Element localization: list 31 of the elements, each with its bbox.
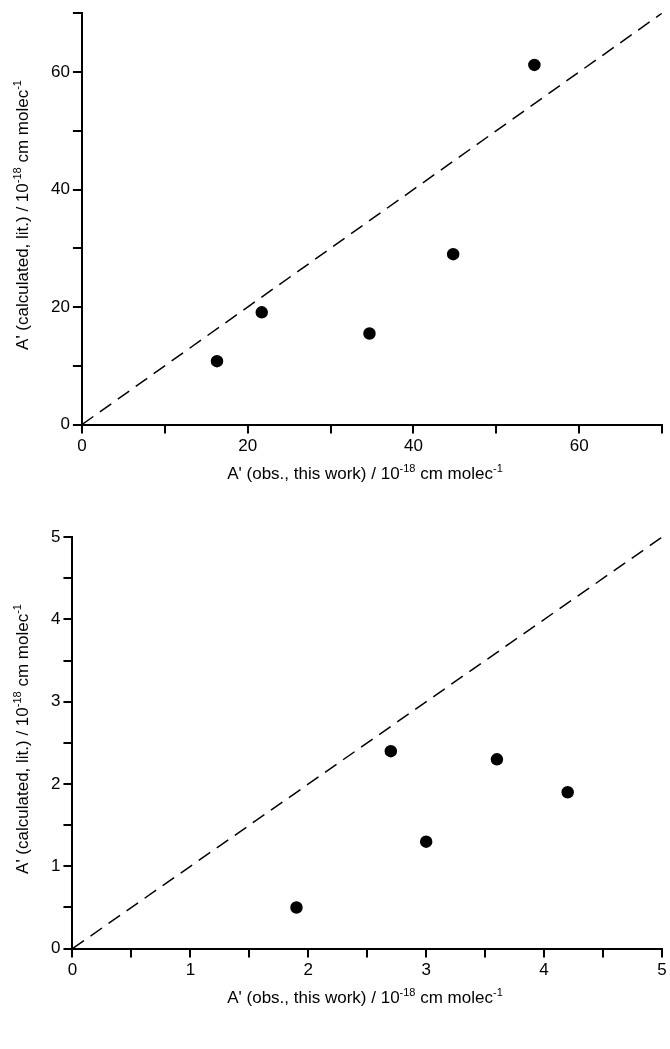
x-tick-label: 40 — [403, 436, 423, 456]
x-axis-title: A' (obs., this work) / 10$^{-18}$ cm molec$^{-1}$ — [226, 986, 504, 1008]
point — [528, 58, 541, 72]
point — [290, 901, 303, 914]
y-tick-label: 0 — [60, 414, 70, 434]
y-tick-label: 1 — [50, 856, 61, 876]
point — [490, 753, 504, 766]
x-tick-label: 0 — [77, 436, 87, 456]
x-tick-label: 3 — [421, 960, 431, 980]
x-axis-title: A' (obs., this work) / 10$^{-18}$ cm molec$^{-1}$ — [226, 462, 504, 484]
point — [255, 306, 268, 319]
point — [363, 327, 376, 340]
point — [446, 247, 460, 261]
x-tick-label: 20 — [238, 436, 258, 456]
y-tick-label: 2 — [50, 773, 61, 793]
point — [561, 786, 574, 799]
y-tick-label: 60 — [50, 61, 70, 81]
y-tick-label: 4 — [50, 609, 61, 629]
x-tick-label: 4 — [539, 960, 549, 980]
x-tick-label: 5 — [657, 960, 667, 980]
point — [210, 354, 224, 368]
point — [384, 744, 398, 758]
y-tick-label: 40 — [50, 179, 70, 199]
y-tick-label: 0 — [50, 938, 61, 958]
x-tick-label: 1 — [185, 960, 196, 980]
x-tick-label: 2 — [303, 960, 314, 980]
y-tick-label: 20 — [50, 296, 70, 316]
x-tick-label: 60 — [569, 436, 589, 456]
point — [419, 835, 433, 848]
y-tick-label: 5 — [50, 526, 61, 546]
y-tick-label: 3 — [50, 691, 61, 711]
